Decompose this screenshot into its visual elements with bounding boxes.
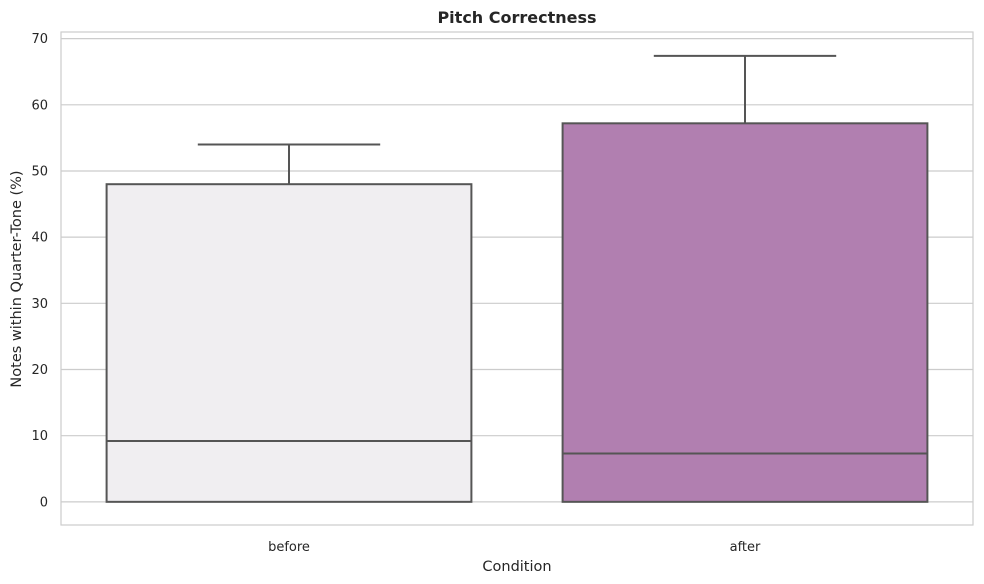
y-tick-label: 50: [31, 164, 48, 179]
y-tick-label: 10: [31, 429, 48, 444]
chart-title: Pitch Correctness: [437, 8, 596, 27]
y-axis-label: Notes within Quarter-Tone (%): [9, 170, 25, 387]
y-tick-label: 60: [31, 98, 48, 113]
y-tick-label: 20: [31, 363, 48, 378]
box-before: [105, 143, 473, 503]
x-tick-label: before: [268, 540, 310, 555]
iqr-box: [561, 122, 929, 503]
iqr-box: [105, 183, 473, 503]
y-axis-ticks: 0 10 20 30 40 50 60 70: [31, 32, 48, 510]
plot-frame: [60, 31, 974, 526]
y-tick-label: 30: [31, 297, 48, 312]
x-axis-ticks: before after: [268, 540, 761, 555]
y-tick-label: 70: [31, 32, 48, 47]
y-tick-label: 40: [31, 231, 48, 246]
box-after: [561, 54, 929, 503]
y-tick-label: 0: [40, 495, 48, 510]
x-axis-label: Condition: [482, 559, 551, 575]
plot-area: [105, 54, 929, 503]
x-tick-label: after: [730, 540, 761, 555]
